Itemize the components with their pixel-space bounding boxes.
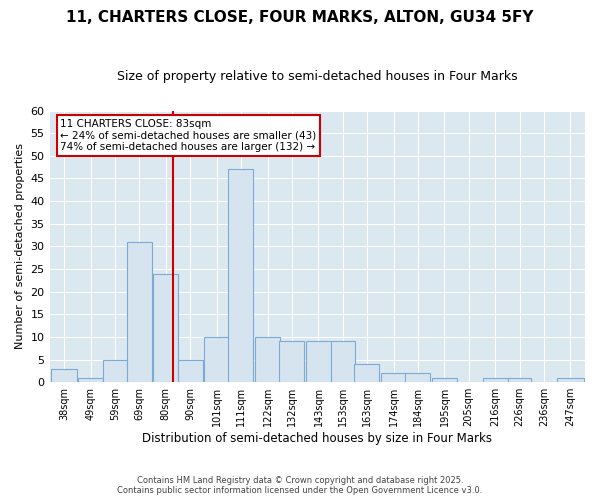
Bar	[331, 342, 355, 382]
Bar	[204, 337, 229, 382]
Bar	[557, 378, 584, 382]
Bar	[483, 378, 508, 382]
Title: Size of property relative to semi-detached houses in Four Marks: Size of property relative to semi-detach…	[117, 70, 518, 83]
Bar	[127, 242, 152, 382]
Bar	[255, 337, 280, 382]
X-axis label: Distribution of semi-detached houses by size in Four Marks: Distribution of semi-detached houses by …	[142, 432, 492, 445]
Bar	[355, 364, 379, 382]
Bar	[178, 360, 203, 382]
Text: Contains HM Land Registry data © Crown copyright and database right 2025.
Contai: Contains HM Land Registry data © Crown c…	[118, 476, 482, 495]
Text: 11 CHARTERS CLOSE: 83sqm
← 24% of semi-detached houses are smaller (43)
74% of s: 11 CHARTERS CLOSE: 83sqm ← 24% of semi-d…	[60, 118, 317, 152]
Bar	[306, 342, 331, 382]
Bar	[154, 274, 178, 382]
Bar	[508, 378, 532, 382]
Bar	[406, 373, 430, 382]
Bar	[51, 368, 77, 382]
Bar	[78, 378, 103, 382]
Y-axis label: Number of semi-detached properties: Number of semi-detached properties	[15, 144, 25, 350]
Text: 11, CHARTERS CLOSE, FOUR MARKS, ALTON, GU34 5FY: 11, CHARTERS CLOSE, FOUR MARKS, ALTON, G…	[66, 10, 534, 25]
Bar	[103, 360, 127, 382]
Bar	[229, 170, 253, 382]
Bar	[381, 373, 406, 382]
Bar	[432, 378, 457, 382]
Bar	[280, 342, 304, 382]
